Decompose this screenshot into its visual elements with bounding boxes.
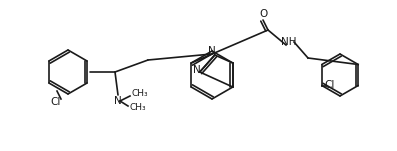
- Text: CH₃: CH₃: [132, 90, 148, 98]
- Text: N: N: [193, 65, 200, 75]
- Text: Cl: Cl: [325, 80, 335, 90]
- Text: CH₃: CH₃: [130, 103, 146, 112]
- Text: O: O: [259, 9, 267, 19]
- Text: Cl: Cl: [51, 97, 61, 107]
- Text: NH: NH: [281, 37, 297, 47]
- Text: N: N: [114, 96, 122, 106]
- Text: N: N: [208, 46, 216, 56]
